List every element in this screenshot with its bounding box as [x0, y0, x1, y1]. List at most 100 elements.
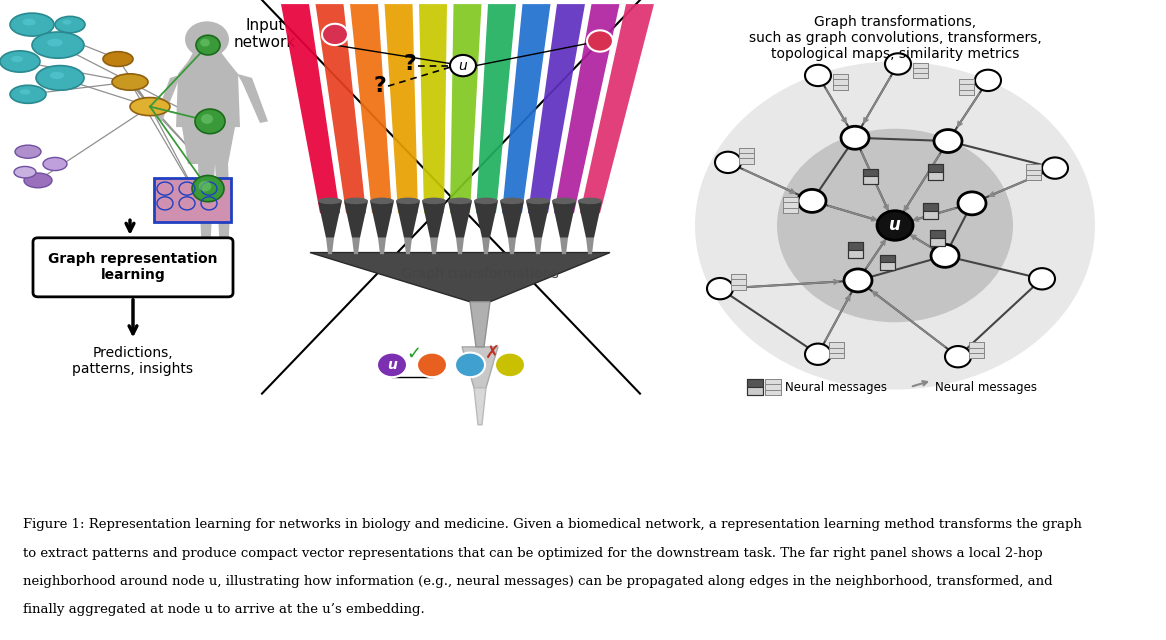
Polygon shape — [448, 201, 472, 238]
Bar — [879, 255, 894, 262]
Polygon shape — [470, 301, 490, 347]
Bar — [731, 275, 745, 280]
Circle shape — [322, 24, 347, 45]
Polygon shape — [534, 238, 542, 254]
Bar — [738, 158, 753, 164]
FancyBboxPatch shape — [154, 178, 231, 222]
Circle shape — [695, 61, 1095, 390]
Polygon shape — [316, 4, 366, 213]
Text: Figure 1: Representation learning for networks in biology and medicine. Given a : Figure 1: Representation learning for ne… — [23, 518, 1082, 531]
Circle shape — [934, 129, 962, 152]
Text: u: u — [888, 216, 901, 234]
Circle shape — [930, 244, 958, 268]
Text: ?: ? — [403, 54, 416, 74]
Circle shape — [844, 269, 872, 292]
Polygon shape — [385, 4, 417, 213]
Polygon shape — [281, 4, 340, 213]
Bar — [738, 148, 753, 153]
Bar — [765, 379, 781, 396]
Ellipse shape — [20, 89, 30, 95]
Polygon shape — [326, 238, 333, 254]
Circle shape — [192, 175, 224, 202]
Ellipse shape — [10, 56, 23, 62]
Bar — [913, 73, 927, 78]
Circle shape — [707, 278, 733, 300]
Bar — [879, 262, 894, 270]
Bar — [913, 63, 927, 78]
Circle shape — [201, 114, 213, 124]
Bar — [782, 202, 798, 207]
Circle shape — [877, 211, 913, 240]
Circle shape — [450, 55, 476, 76]
Bar — [913, 63, 927, 68]
Bar — [782, 207, 798, 212]
Bar — [1026, 170, 1040, 175]
Bar — [848, 250, 863, 258]
Text: ✓: ✓ — [407, 344, 422, 362]
Polygon shape — [462, 347, 498, 388]
Bar — [929, 238, 944, 246]
Ellipse shape — [24, 173, 52, 188]
Text: Graph transformations: Graph transformations — [401, 268, 559, 282]
Bar — [1026, 164, 1040, 180]
Ellipse shape — [318, 198, 342, 204]
Ellipse shape — [0, 51, 40, 72]
Polygon shape — [237, 74, 268, 123]
Polygon shape — [526, 201, 550, 238]
Bar — [848, 243, 863, 258]
Bar — [958, 79, 974, 95]
Bar — [833, 74, 848, 79]
Bar — [829, 348, 843, 353]
Bar — [833, 79, 848, 84]
Bar — [731, 275, 745, 290]
Polygon shape — [580, 4, 654, 213]
Bar — [833, 84, 848, 90]
Ellipse shape — [14, 166, 36, 178]
Polygon shape — [176, 51, 240, 256]
Circle shape — [805, 65, 831, 86]
Circle shape — [455, 353, 485, 377]
Bar — [747, 387, 763, 396]
Bar — [929, 230, 944, 246]
Ellipse shape — [112, 74, 148, 90]
Bar — [929, 230, 944, 238]
Bar — [1026, 164, 1040, 170]
Polygon shape — [352, 238, 360, 254]
Ellipse shape — [36, 66, 84, 90]
Circle shape — [1030, 268, 1055, 289]
Polygon shape — [476, 4, 517, 213]
Polygon shape — [403, 238, 412, 254]
Text: ?: ? — [373, 76, 386, 96]
Polygon shape — [482, 238, 490, 254]
Bar — [969, 348, 983, 353]
Circle shape — [586, 30, 613, 52]
Ellipse shape — [10, 13, 54, 36]
Polygon shape — [508, 238, 517, 254]
Circle shape — [198, 181, 211, 191]
Ellipse shape — [578, 198, 602, 204]
Bar — [829, 353, 843, 358]
Polygon shape — [370, 201, 394, 238]
Text: neighborhood around node u, illustrating how information (e.g., neural messages): neighborhood around node u, illustrating… — [23, 575, 1053, 588]
Polygon shape — [419, 4, 447, 213]
Bar — [747, 379, 763, 396]
Polygon shape — [318, 201, 342, 238]
Polygon shape — [554, 4, 619, 213]
Polygon shape — [378, 238, 386, 254]
Bar — [922, 203, 937, 211]
Polygon shape — [560, 238, 568, 254]
Bar — [863, 168, 878, 184]
Text: finally aggregated at node u to arrive at the u’s embedding.: finally aggregated at node u to arrive a… — [23, 603, 424, 616]
Polygon shape — [430, 238, 438, 254]
Ellipse shape — [344, 198, 368, 204]
Ellipse shape — [22, 19, 36, 26]
Polygon shape — [350, 4, 392, 213]
Ellipse shape — [552, 198, 576, 204]
Circle shape — [715, 152, 742, 173]
Bar — [927, 172, 942, 180]
Bar — [927, 164, 942, 180]
Bar — [738, 153, 753, 158]
Ellipse shape — [43, 157, 66, 170]
Polygon shape — [344, 201, 368, 238]
Ellipse shape — [448, 198, 472, 204]
